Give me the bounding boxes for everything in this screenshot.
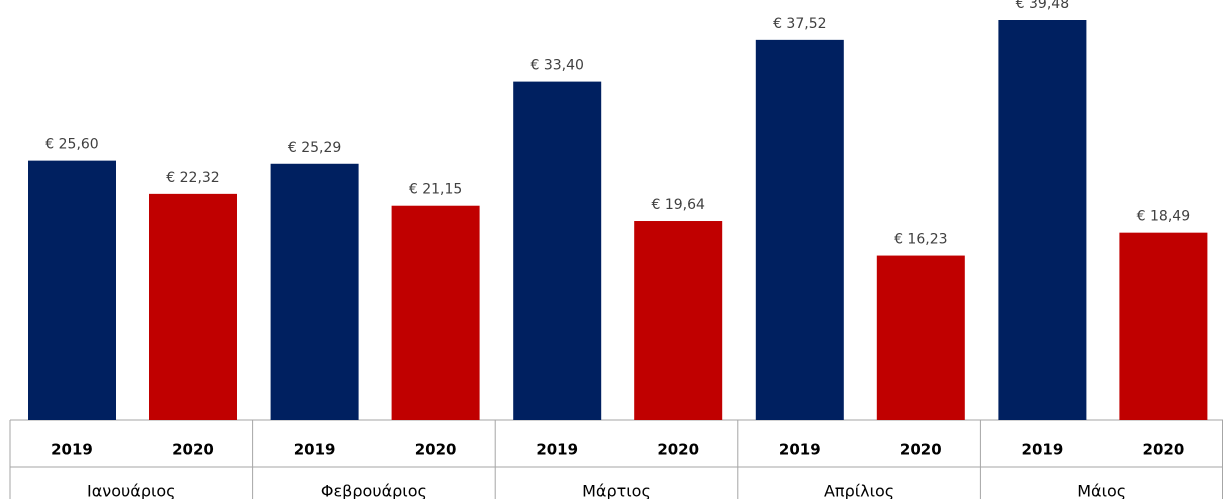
value-label: € 22,32 (166, 170, 219, 186)
x-tick-label: Ιανουάριος (87, 482, 176, 499)
value-label: € 33,40 (530, 58, 583, 74)
value-label: € 19,64 (651, 197, 705, 213)
bar (513, 81, 602, 421)
bar (391, 205, 480, 420)
bar (1119, 232, 1208, 420)
year-label: 2020 (900, 441, 942, 459)
year-label: 2019 (1022, 441, 1064, 459)
year-label: 2020 (415, 441, 457, 459)
x-tick-label: Απρίλιος (824, 482, 894, 499)
value-label: € 16,23 (894, 232, 947, 248)
x-tick-label: Μάιος (1077, 482, 1126, 499)
bar (634, 221, 723, 420)
year-label: 2020 (1143, 441, 1185, 459)
bar (876, 255, 965, 420)
year-label: 2020 (657, 441, 699, 459)
value-label: € 18,49 (1137, 209, 1190, 225)
bar (28, 160, 116, 420)
year-label: 2019 (294, 441, 336, 459)
year-label: 2020 (172, 441, 214, 459)
year-label: 2019 (536, 441, 578, 459)
bar (149, 193, 237, 420)
year-label: 2019 (779, 441, 821, 459)
value-label: € 25,29 (288, 140, 341, 156)
value-label: € 37,52 (773, 16, 826, 32)
year-label: 2019 (51, 441, 93, 459)
x-tick-label: Φεβρουάριος (321, 482, 427, 499)
bar (270, 163, 359, 421)
value-label: € 25,60 (45, 137, 98, 153)
value-label: € 21,15 (409, 182, 462, 198)
bar (998, 20, 1087, 420)
bar (755, 39, 844, 420)
x-tick-label: Μάρτιος (582, 482, 651, 499)
value-label: € 39,48 (1016, 0, 1069, 12)
